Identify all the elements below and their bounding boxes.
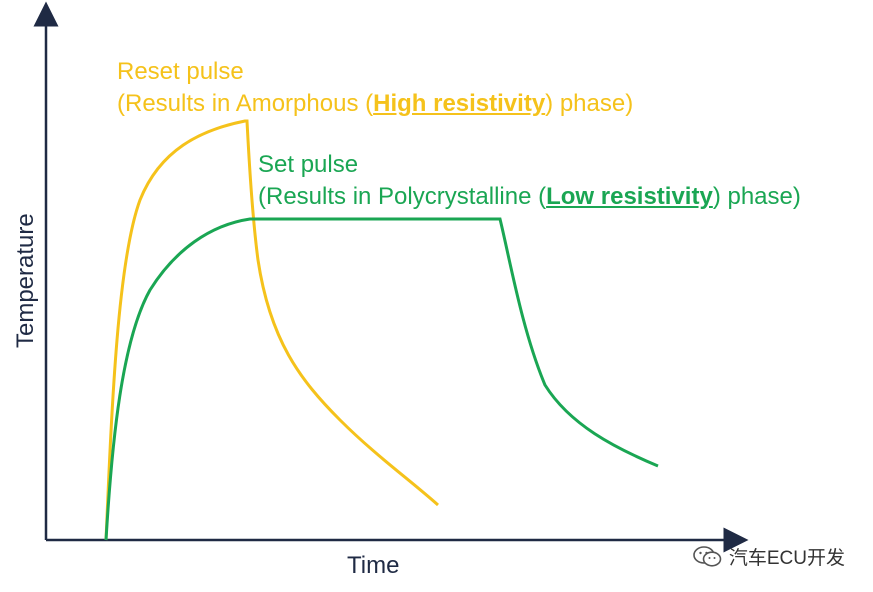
- watermark-text: 汽车ECU开发: [728, 548, 845, 569]
- reset-pulse-description: (Results in Amorphous (High resistivity)…: [117, 92, 633, 116]
- reset-desc-emphasis: High resistivity: [373, 90, 546, 117]
- set-pulse-description: (Results in Polycrystalline (Low resisti…: [258, 185, 801, 209]
- y-axis-label: Temperature: [12, 213, 39, 348]
- reset-desc-suffix: ) phase): [545, 90, 634, 117]
- set-desc-emphasis: Low resistivity: [546, 183, 713, 210]
- reset-pulse-title: Reset pulse: [117, 58, 244, 85]
- watermark: 汽车ECU开发: [693, 543, 845, 570]
- reset-desc-prefix: (Results in Amorphous (: [117, 90, 374, 117]
- set-desc-suffix: ) phase): [712, 183, 801, 210]
- x-axis-label: Time: [347, 552, 400, 579]
- wechat-icon: [693, 545, 722, 567]
- set-pulse-title: Set pulse: [258, 151, 359, 178]
- reset-pulse-curve: [104, 119, 439, 541]
- set-desc-prefix: (Results in Polycrystalline (: [258, 183, 547, 210]
- set-pulse-curve: [104, 217, 659, 541]
